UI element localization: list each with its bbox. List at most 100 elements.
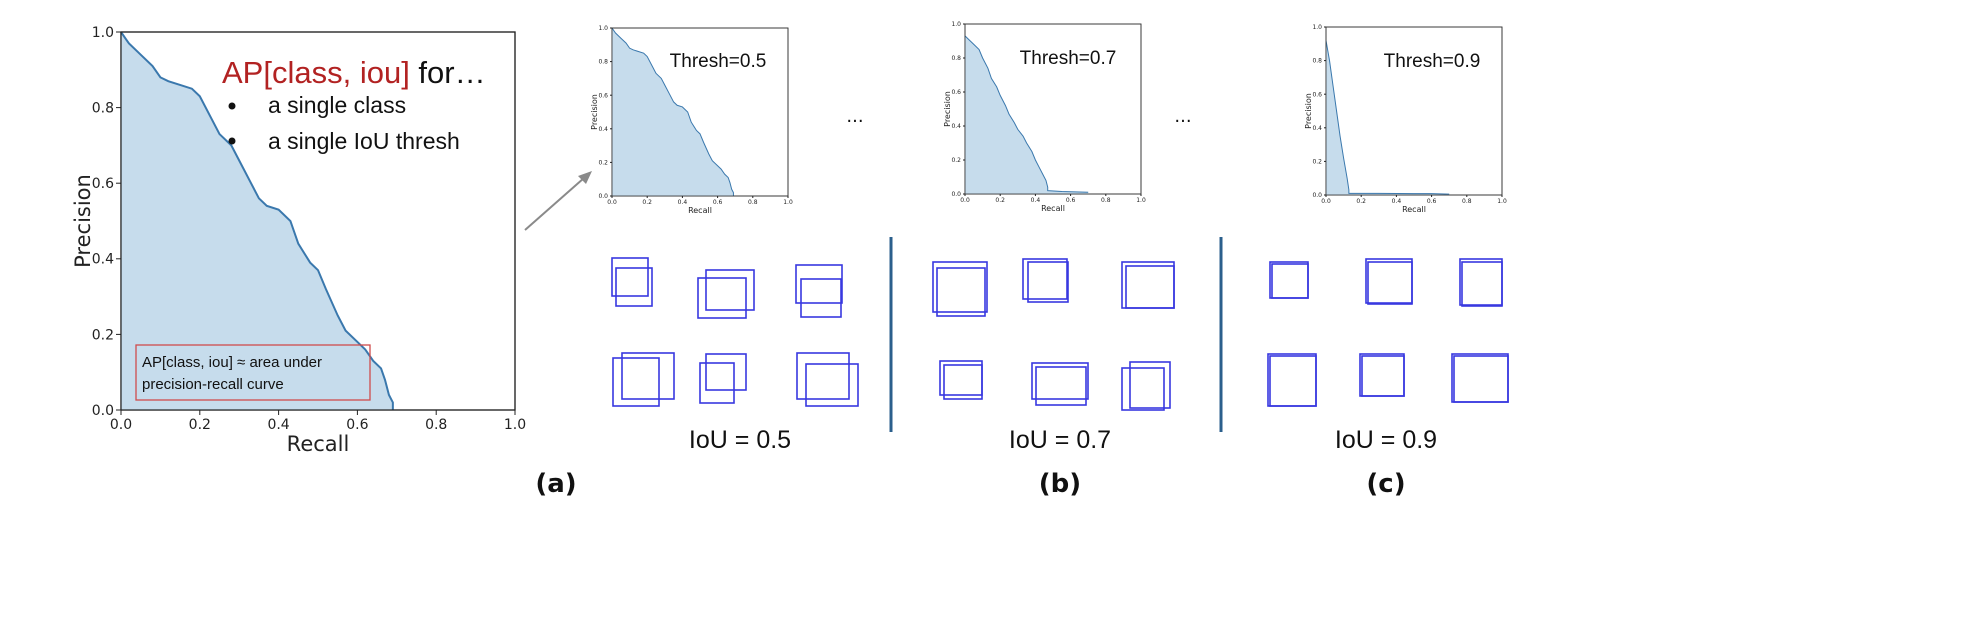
- main-chart-ticks: 0.0 0.2 0.4 0.6 0.8 1.0 0.0 0.2 0.4 0.6 0.8 1.0: [92, 25, 526, 433]
- small-2-x-tick-label: 0.2: [995, 197, 1005, 204]
- main-x-tick-label: 0.6: [346, 417, 368, 433]
- small-2-y-tick-label: 0.8: [951, 55, 961, 62]
- small-2-y-tick-label: 0.4: [951, 123, 961, 130]
- main-area-fill: [121, 32, 393, 410]
- iou-label-c: IoU = 0.9: [1335, 426, 1437, 454]
- bounding-box-examples: [611, 257, 1509, 411]
- small-1-y-tick-label: 0.6: [598, 92, 608, 99]
- small-1-y-tick-label: 0.0: [598, 193, 608, 200]
- small-3-plot-frame: [1325, 26, 1503, 196]
- small-1-y-tick-label: 0.4: [598, 126, 608, 133]
- small-2-y-axis-label: Precision: [943, 91, 952, 127]
- small-2-thresh-label: Thresh=0.7: [1020, 48, 1117, 69]
- heading-rest-part: for…: [410, 55, 486, 90]
- small-3-x-tick-label: 0.8: [1462, 198, 1472, 205]
- small-1-y-axis-label: Precision: [590, 94, 599, 130]
- small-2-x-tick-label: 0.0: [960, 197, 970, 204]
- small-1-x-tick-label: 0.2: [642, 199, 652, 206]
- ground-truth-box: [621, 352, 675, 400]
- main-y-tick-label: 0.6: [92, 176, 114, 192]
- box-pair: [1459, 258, 1503, 307]
- bullet-text-1: a single class: [268, 92, 406, 118]
- predicted-box: [1271, 263, 1309, 299]
- small-2-x-axis-label: Recall: [1041, 204, 1065, 213]
- small-3-y-axis-label: Precision: [1304, 93, 1313, 129]
- small-1-pr-line: [611, 27, 734, 196]
- small-3-thresh-label: Thresh=0.9: [1384, 51, 1481, 72]
- box-pair: [1269, 261, 1309, 299]
- main-x-tick-label: 1.0: [504, 417, 526, 433]
- small-1-x-tick-label: 0.4: [678, 199, 688, 206]
- predicted-box: [1125, 265, 1175, 309]
- zoom-arrow: [524, 171, 592, 231]
- main-y-tick-label: 0.2: [92, 327, 114, 343]
- box-pair: [1121, 361, 1171, 411]
- small-1-x-axis-label: Recall: [688, 206, 712, 215]
- ground-truth-box: [939, 360, 983, 396]
- box-pair: [612, 352, 675, 407]
- main-x-tick-label: 0.0: [110, 417, 132, 433]
- box-pair: [1451, 353, 1509, 403]
- ground-truth-box: [1365, 258, 1413, 304]
- small-1-x-tick-label: 1.0: [783, 199, 793, 206]
- main-y-tick-label: 0.8: [92, 101, 114, 117]
- small-2-area-fill: [965, 35, 1089, 195]
- bullet-dot: [228, 137, 236, 145]
- ground-truth-box: [1359, 353, 1405, 397]
- ground-truth-box: [1459, 258, 1503, 306]
- panel-label-a: (a): [535, 469, 576, 499]
- predicted-box: [1453, 355, 1509, 403]
- small-3-x-tick-label: 1.0: [1497, 198, 1507, 205]
- main-y-tick-label: 1.0: [92, 25, 114, 41]
- ground-truth-box: [705, 353, 747, 391]
- small-3-y-tick-label: 0.4: [1312, 125, 1322, 132]
- box-pair: [611, 257, 653, 307]
- predicted-box: [800, 278, 842, 318]
- small-2-y-tick-label: 0.6: [951, 89, 961, 96]
- predicted-box: [805, 363, 859, 407]
- ground-truth-box: [1121, 261, 1175, 309]
- small-2-x-tick-label: 0.4: [1031, 197, 1041, 204]
- ground-truth-box: [932, 261, 988, 313]
- small-1-x-tick-label: 0.8: [748, 199, 758, 206]
- small-2-plot-border: [964, 23, 1142, 195]
- small-1-x-tick-label: 0.6: [713, 199, 723, 206]
- main-x-axis-label: Recall: [287, 432, 350, 456]
- iou-label-b: IoU = 0.7: [1009, 426, 1111, 454]
- predicted-box: [1035, 366, 1087, 406]
- predicted-box: [612, 357, 660, 407]
- main-plot-border: [120, 31, 516, 411]
- ground-truth-box: [1031, 362, 1089, 400]
- predicted-box: [1027, 261, 1069, 303]
- small-3-x-tick-label: 0.0: [1321, 198, 1331, 205]
- bullet-text-2: a single IoU thresh: [268, 128, 460, 154]
- box-pair: [1031, 362, 1089, 406]
- predicted-box: [943, 364, 983, 400]
- ground-truth-box: [705, 269, 755, 311]
- box-pair: [697, 269, 755, 319]
- small-3-y-tick-label: 1.0: [1312, 24, 1322, 31]
- box-pair: [795, 264, 843, 318]
- main-y-axis-label: Precision: [71, 174, 95, 268]
- small-2-y-tick-label: 0.0: [951, 191, 961, 198]
- small-3-y-tick-label: 0.0: [1312, 192, 1322, 199]
- main-chart-heading: AP[class, iou] for…: [222, 55, 486, 90]
- small-3-x-tick-label: 0.6: [1427, 198, 1437, 205]
- ground-truth-box: [1451, 353, 1509, 403]
- small-1-plot-border: [611, 27, 789, 197]
- predicted-box: [1461, 261, 1503, 307]
- main-x-tick-label: 0.2: [189, 417, 211, 433]
- box-pair: [1365, 258, 1413, 305]
- predicted-box: [1129, 361, 1171, 409]
- predicted-box: [615, 267, 653, 307]
- small-2-x-tick-label: 1.0: [1136, 197, 1146, 204]
- small-3-y-tick-label: 0.8: [1312, 58, 1322, 65]
- ground-truth-box: [1022, 258, 1068, 300]
- ground-truth-box: [1269, 261, 1309, 299]
- area-note-box: [135, 344, 371, 401]
- ground-truth-box: [1267, 353, 1317, 407]
- main-pr-chart: 0.0 0.2 0.4 0.6 0.8 1.0 0.0 0.2 0.4 0.6 0.8 1.0 Rec…: [71, 25, 526, 456]
- predicted-box: [1367, 261, 1413, 305]
- predicted-box: [697, 277, 747, 319]
